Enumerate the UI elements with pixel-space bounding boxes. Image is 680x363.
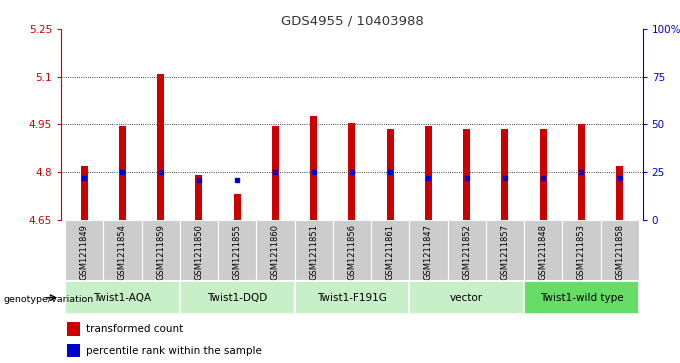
Text: genotype/variation: genotype/variation [3, 295, 94, 304]
Bar [578, 124, 585, 220]
Bar [616, 166, 623, 220]
Text: Twist1-AQA: Twist1-AQA [93, 293, 152, 303]
Bar [562, 220, 600, 280]
Text: GSM1211860: GSM1211860 [271, 224, 280, 280]
Bar [141, 220, 180, 280]
Bar [81, 166, 88, 220]
Bar [294, 281, 409, 314]
Text: GSM1211852: GSM1211852 [462, 224, 471, 280]
Bar [234, 194, 241, 220]
Bar [540, 129, 547, 220]
Bar [409, 281, 524, 314]
Text: GSM1211858: GSM1211858 [615, 224, 624, 280]
Text: vector: vector [450, 293, 483, 303]
Bar [310, 117, 317, 220]
Text: transformed count: transformed count [86, 324, 183, 334]
Text: GSM1211857: GSM1211857 [500, 224, 509, 280]
Bar [180, 281, 294, 314]
Text: GSM1211853: GSM1211853 [577, 224, 586, 280]
Bar [333, 220, 371, 280]
Text: Twist1-wild type: Twist1-wild type [540, 293, 623, 303]
Bar [65, 281, 180, 314]
Bar [486, 220, 524, 280]
Bar [103, 220, 141, 280]
Bar [218, 220, 256, 280]
Title: GDS4955 / 10403988: GDS4955 / 10403988 [281, 15, 423, 28]
Bar [524, 220, 562, 280]
Bar [447, 220, 486, 280]
Bar [119, 126, 126, 220]
Text: Twist1-DQD: Twist1-DQD [207, 293, 267, 303]
Text: GSM1211855: GSM1211855 [233, 224, 241, 280]
Text: GSM1211856: GSM1211856 [347, 224, 356, 280]
Bar [409, 220, 447, 280]
Text: percentile rank within the sample: percentile rank within the sample [86, 346, 262, 356]
Bar [157, 73, 164, 220]
Bar [294, 220, 333, 280]
Bar [501, 129, 509, 220]
Bar [348, 123, 356, 220]
Bar [195, 175, 203, 220]
Bar [67, 322, 80, 336]
Text: GSM1211859: GSM1211859 [156, 224, 165, 280]
Text: GSM1211850: GSM1211850 [194, 224, 203, 280]
Bar [371, 220, 409, 280]
Bar [272, 126, 279, 220]
Text: Twist1-F191G: Twist1-F191G [317, 293, 387, 303]
Bar [180, 220, 218, 280]
Text: GSM1211847: GSM1211847 [424, 224, 433, 280]
Text: GSM1211849: GSM1211849 [80, 224, 88, 280]
Text: GSM1211851: GSM1211851 [309, 224, 318, 280]
Text: GSM1211861: GSM1211861 [386, 224, 394, 280]
Bar [524, 281, 639, 314]
Bar [425, 126, 432, 220]
Bar [67, 344, 80, 357]
Text: GSM1211854: GSM1211854 [118, 224, 127, 280]
Bar [65, 220, 103, 280]
Text: GSM1211848: GSM1211848 [539, 224, 547, 280]
Bar [600, 220, 639, 280]
Bar [387, 129, 394, 220]
Bar [463, 129, 470, 220]
Bar [256, 220, 294, 280]
